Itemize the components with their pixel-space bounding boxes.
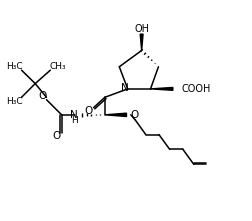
Text: N: N — [120, 83, 128, 93]
Polygon shape — [140, 34, 143, 50]
Polygon shape — [150, 88, 172, 90]
Text: O: O — [52, 131, 61, 141]
Text: O: O — [84, 106, 92, 116]
Text: H: H — [71, 116, 77, 125]
Text: COOH: COOH — [181, 84, 210, 94]
Text: H₃C: H₃C — [6, 97, 22, 106]
Text: O: O — [38, 91, 46, 101]
Text: O: O — [130, 110, 138, 120]
Polygon shape — [105, 113, 126, 116]
Text: CH₃: CH₃ — [49, 62, 66, 70]
Text: N: N — [70, 110, 77, 120]
Text: OH: OH — [134, 24, 148, 34]
Text: H₃C: H₃C — [7, 62, 23, 70]
